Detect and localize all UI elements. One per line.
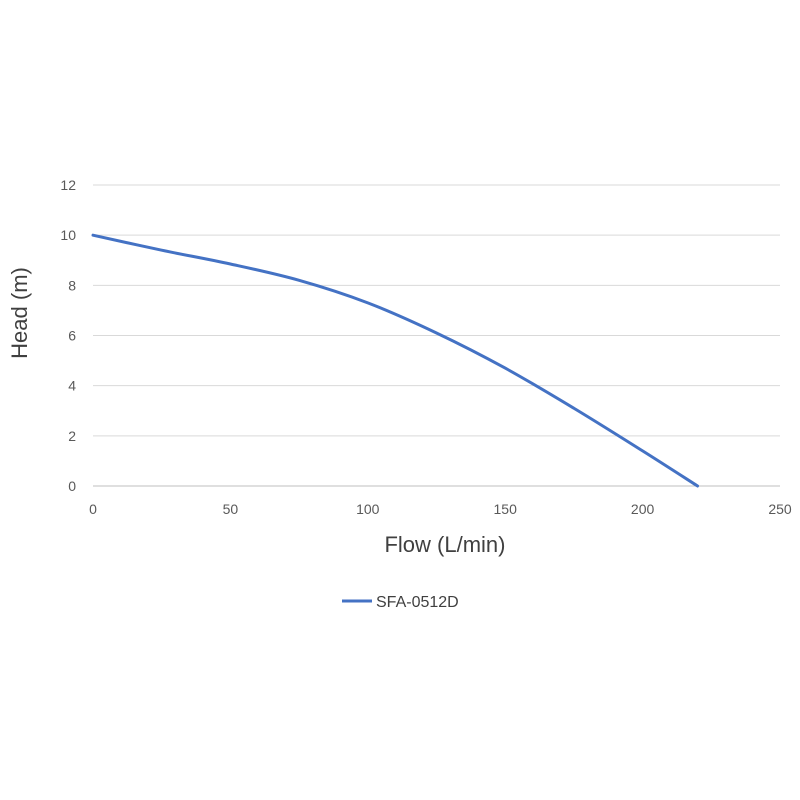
gridlines [93,184,780,487]
x-tick-label-100: 100 [356,501,380,517]
series-lines [91,233,700,488]
x-axis-title: Flow (L/min) [384,532,505,557]
x-tick-label-250: 250 [768,501,792,517]
y-tick-label-4: 4 [68,378,76,394]
y-tick-label-10: 10 [60,227,76,243]
x-tick-label-0: 0 [89,501,97,517]
y-tick-label-8: 8 [68,277,76,293]
y-tick-label-2: 2 [68,428,76,444]
y-tick-label-12: 12 [60,177,76,193]
legend: SFA-0512D [342,594,459,611]
x-tick-label-200: 200 [631,501,655,517]
y-tick-label-0: 0 [68,478,76,494]
legend-label-sfa-0512d: SFA-0512D [376,594,459,611]
x-tick-label-50: 50 [223,501,239,517]
y-axis-title: Head (m) [7,267,32,359]
x-tick-label-150: 150 [494,501,518,517]
y-axis-ticks: 0 2 4 6 8 10 12 [60,177,76,494]
x-axis-ticks: 0 50 100 150 200 250 [89,501,792,517]
series-line-sfa-0512d [91,233,700,488]
y-tick-label-6: 6 [68,328,76,344]
